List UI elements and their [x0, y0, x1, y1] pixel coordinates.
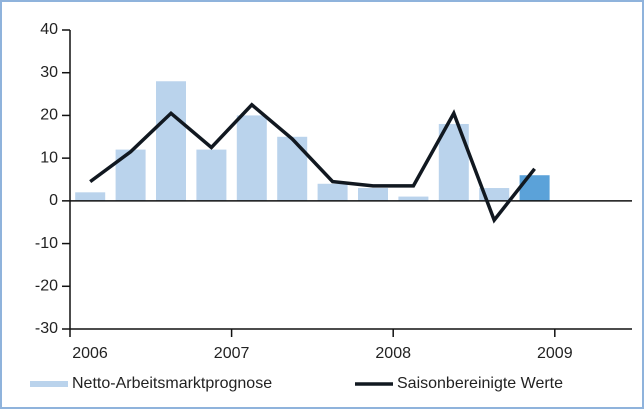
bar: [317, 183, 348, 201]
bar: [75, 192, 106, 201]
x-tick-label: 2009: [537, 345, 573, 362]
y-tick-label: 10: [40, 149, 58, 166]
bar: [519, 175, 550, 201]
bar: [358, 188, 388, 201]
legend-label: Netto-Arbeitsmarktprognose: [72, 375, 272, 392]
bar: [196, 149, 227, 201]
legend-label: Saisonbereinigte Werte: [397, 375, 563, 392]
x-tick-label: 2007: [214, 345, 250, 362]
y-tick-label: 20: [40, 107, 58, 124]
bar: [398, 196, 429, 201]
y-tick-label: -10: [35, 235, 58, 252]
y-tick-label: 0: [49, 192, 58, 209]
bar: [277, 136, 308, 201]
y-tick-label: 30: [40, 64, 58, 81]
line: [89, 102, 536, 224]
y-tick-label: -30: [35, 320, 58, 337]
y-tick-label: 40: [40, 21, 58, 38]
bar: [115, 149, 146, 201]
bar: [236, 115, 267, 201]
x-tick-label: 2008: [375, 345, 411, 362]
x-tick-label: 2006: [72, 345, 108, 362]
y-tick-label: -20: [35, 278, 58, 295]
legend-swatch: [30, 381, 68, 387]
bar: [156, 81, 186, 201]
